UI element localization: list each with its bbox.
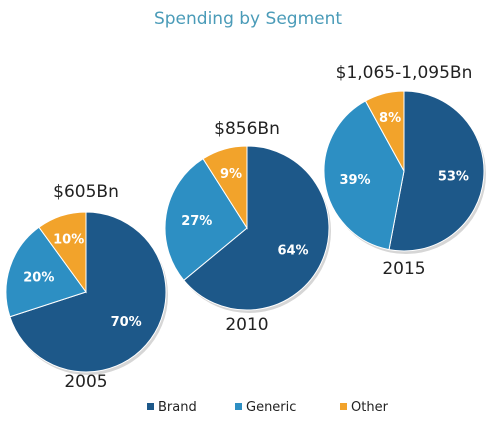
slice-label-other: 9% [220, 167, 242, 182]
slice-generic [323, 100, 405, 251]
pie-total-label: $605Bn [53, 182, 119, 202]
slice-label-generic: 39% [339, 173, 370, 188]
pie-2005: 70% 20% 10% $605Bn 2005 [5, 182, 168, 392]
slice-other [202, 145, 248, 230]
slice-generic [5, 226, 87, 318]
pies-group: 70% 20% 10% $605Bn 2005 64% 27% 9% $856Bn 2010 53%… [5, 63, 486, 392]
slice-generic [164, 158, 248, 281]
slice-other [364, 90, 405, 172]
legend-swatch [147, 403, 154, 410]
legend-item-generic: Generic [235, 400, 296, 415]
slice-brand [388, 90, 485, 252]
slice-label-brand: 70% [111, 315, 142, 330]
slice-other [38, 211, 87, 294]
slice-label-brand: 53% [438, 170, 469, 185]
legend-label: Other [351, 400, 389, 415]
slice-label-generic: 20% [23, 271, 54, 286]
slice-label-generic: 27% [181, 214, 212, 229]
chart-title: Spending by Segment [154, 9, 342, 29]
pie-year-label: 2015 [382, 259, 425, 279]
slice-brand [183, 145, 330, 311]
legend-label: Generic [246, 400, 296, 415]
legend: Brand Generic Other [147, 400, 389, 415]
pie-year-label: 2010 [225, 315, 268, 335]
slice-brand [9, 211, 167, 373]
pie-2015: 53% 39% 8% $1,065-1,095Bn 2015 [323, 63, 486, 279]
legend-swatch [235, 403, 242, 410]
pie-total-label: $1,065-1,095Bn [336, 63, 473, 83]
legend-label: Brand [158, 400, 197, 415]
legend-swatch [340, 403, 347, 410]
slice-label-other: 8% [379, 111, 401, 126]
slice-label-other: 10% [53, 233, 84, 248]
legend-item-other: Other [340, 400, 389, 415]
slice-label-brand: 64% [277, 244, 308, 259]
legend-item-brand: Brand [147, 400, 197, 415]
pie-year-label: 2005 [64, 372, 107, 392]
pie-2010: 64% 27% 9% $856Bn 2010 [164, 119, 331, 335]
pie-total-label: $856Bn [214, 119, 280, 139]
